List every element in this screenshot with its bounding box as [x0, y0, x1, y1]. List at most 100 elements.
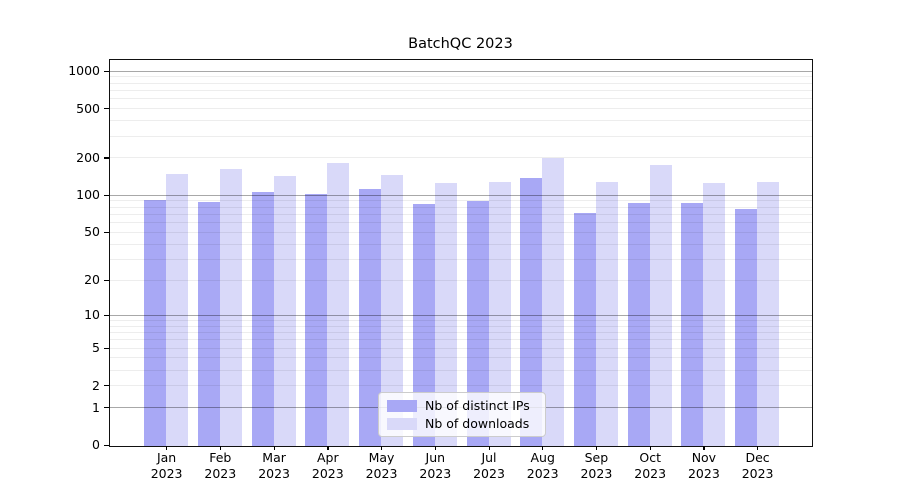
legend-item-downloads: Nb of downloads — [379, 416, 545, 431]
y-tick-mark — [104, 194, 109, 196]
y-tick-mark — [104, 444, 109, 446]
major-gridline — [109, 314, 812, 316]
minor-gridline — [109, 279, 812, 281]
minor-gridline — [109, 89, 812, 91]
y-tick-mark — [104, 70, 109, 72]
y-tick-label: 200 — [76, 149, 100, 165]
minor-gridline — [109, 369, 812, 371]
x-tick-mark — [542, 446, 544, 450]
minor-gridline — [109, 243, 812, 245]
y-tick-label: 20 — [84, 272, 100, 288]
bar-distinct-ips — [735, 209, 758, 446]
minor-gridline — [109, 108, 812, 109]
x-tick-label: Oct 2023 — [634, 450, 667, 481]
bar-downloads — [649, 164, 672, 446]
minor-gridline — [109, 206, 812, 208]
x-tick-mark — [273, 446, 275, 450]
y-tick-label: 5 — [92, 340, 100, 355]
bar-downloads — [542, 157, 565, 446]
minor-gridline — [109, 157, 812, 159]
x-tick-label: Jan 2023 — [150, 450, 183, 481]
minor-gridline — [109, 82, 812, 84]
y-tick-label: 10 — [84, 307, 100, 323]
legend-swatch-distinct-ips — [387, 399, 417, 412]
legend-swatch-downloads — [387, 417, 417, 430]
legend-label-distinct-ips: Nb of distinct IPs — [425, 398, 530, 413]
chart-title: BatchQC 2023 — [408, 36, 513, 52]
x-tick-label: Jul 2023 — [473, 450, 505, 481]
bar-distinct-ips — [144, 199, 167, 446]
minor-gridline — [109, 231, 812, 233]
y-tick-label: 1000 — [68, 63, 100, 78]
bar-distinct-ips — [305, 194, 328, 446]
y-tick-label: 500 — [76, 100, 100, 116]
x-tick-label: Aug 2023 — [526, 450, 559, 481]
legend: Nb of distinct IPs Nb of downloads — [378, 392, 546, 437]
minor-gridline — [109, 200, 812, 202]
y-tick-mark — [104, 231, 109, 233]
x-tick-label: Feb 2023 — [204, 450, 237, 481]
y-tick-label: 100 — [76, 187, 100, 203]
x-tick-mark — [757, 446, 759, 450]
x-tick-label: Sep 2023 — [580, 450, 613, 481]
x-tick-mark — [488, 446, 490, 450]
minor-gridline — [109, 331, 812, 333]
minor-gridline — [109, 258, 812, 260]
bar-distinct-ips — [520, 178, 543, 446]
minor-gridline — [109, 120, 812, 121]
x-tick-mark — [327, 446, 329, 450]
bar-distinct-ips — [197, 201, 220, 446]
y-tick-label: 1 — [92, 399, 100, 415]
y-tick-mark — [104, 385, 109, 387]
x-tick-mark — [595, 446, 598, 450]
bar-downloads — [434, 182, 457, 446]
bar-downloads — [219, 168, 242, 446]
x-tick-mark — [649, 446, 651, 450]
minor-gridline — [109, 222, 812, 223]
bar-distinct-ips — [573, 212, 596, 446]
x-tick-mark — [703, 446, 705, 450]
bar-downloads — [327, 162, 350, 446]
minor-gridline — [109, 347, 812, 349]
y-tick-mark — [104, 347, 109, 349]
x-tick-label: May 2023 — [365, 450, 398, 481]
bar-distinct-ips — [359, 189, 381, 446]
bar-distinct-ips — [412, 203, 435, 446]
minor-gridline — [109, 98, 812, 100]
bar-downloads — [757, 182, 780, 446]
bar-downloads — [595, 182, 618, 446]
x-tick-label: Jun 2023 — [419, 450, 452, 481]
bar-distinct-ips — [627, 203, 650, 446]
bar-distinct-ips — [466, 201, 489, 446]
x-tick-mark — [434, 446, 437, 450]
bar-downloads — [166, 173, 189, 446]
bar-downloads — [273, 175, 296, 446]
bar-downloads — [488, 182, 511, 446]
x-tick-label: Apr 2023 — [311, 450, 344, 481]
legend-item-distinct-ips: Nb of distinct IPs — [379, 398, 545, 413]
x-tick-label: Dec 2023 — [741, 450, 774, 481]
minor-gridline — [109, 385, 812, 386]
minor-gridline — [109, 213, 812, 215]
major-gridline — [109, 194, 812, 196]
bar-distinct-ips — [251, 192, 274, 446]
x-tick-mark — [219, 446, 222, 450]
x-tick-label: Nov 2023 — [687, 450, 720, 481]
bar-downloads — [703, 182, 726, 446]
y-tick-label: 0 — [92, 437, 100, 452]
bar-downloads — [381, 175, 403, 446]
bar-distinct-ips — [681, 203, 704, 446]
y-tick-mark — [104, 157, 109, 159]
y-tick-label: 2 — [92, 377, 100, 393]
minor-gridline — [109, 325, 812, 327]
x-tick-label: Mar 2023 — [258, 450, 290, 481]
x-tick-mark — [166, 446, 168, 450]
x-tick-mark — [381, 446, 383, 450]
minor-gridline — [109, 135, 812, 137]
legend-label-downloads: Nb of downloads — [425, 416, 530, 431]
y-tick-mark — [104, 314, 109, 316]
y-tick-label: 50 — [84, 224, 100, 240]
y-tick-mark — [104, 108, 109, 110]
minor-gridline — [109, 357, 812, 359]
